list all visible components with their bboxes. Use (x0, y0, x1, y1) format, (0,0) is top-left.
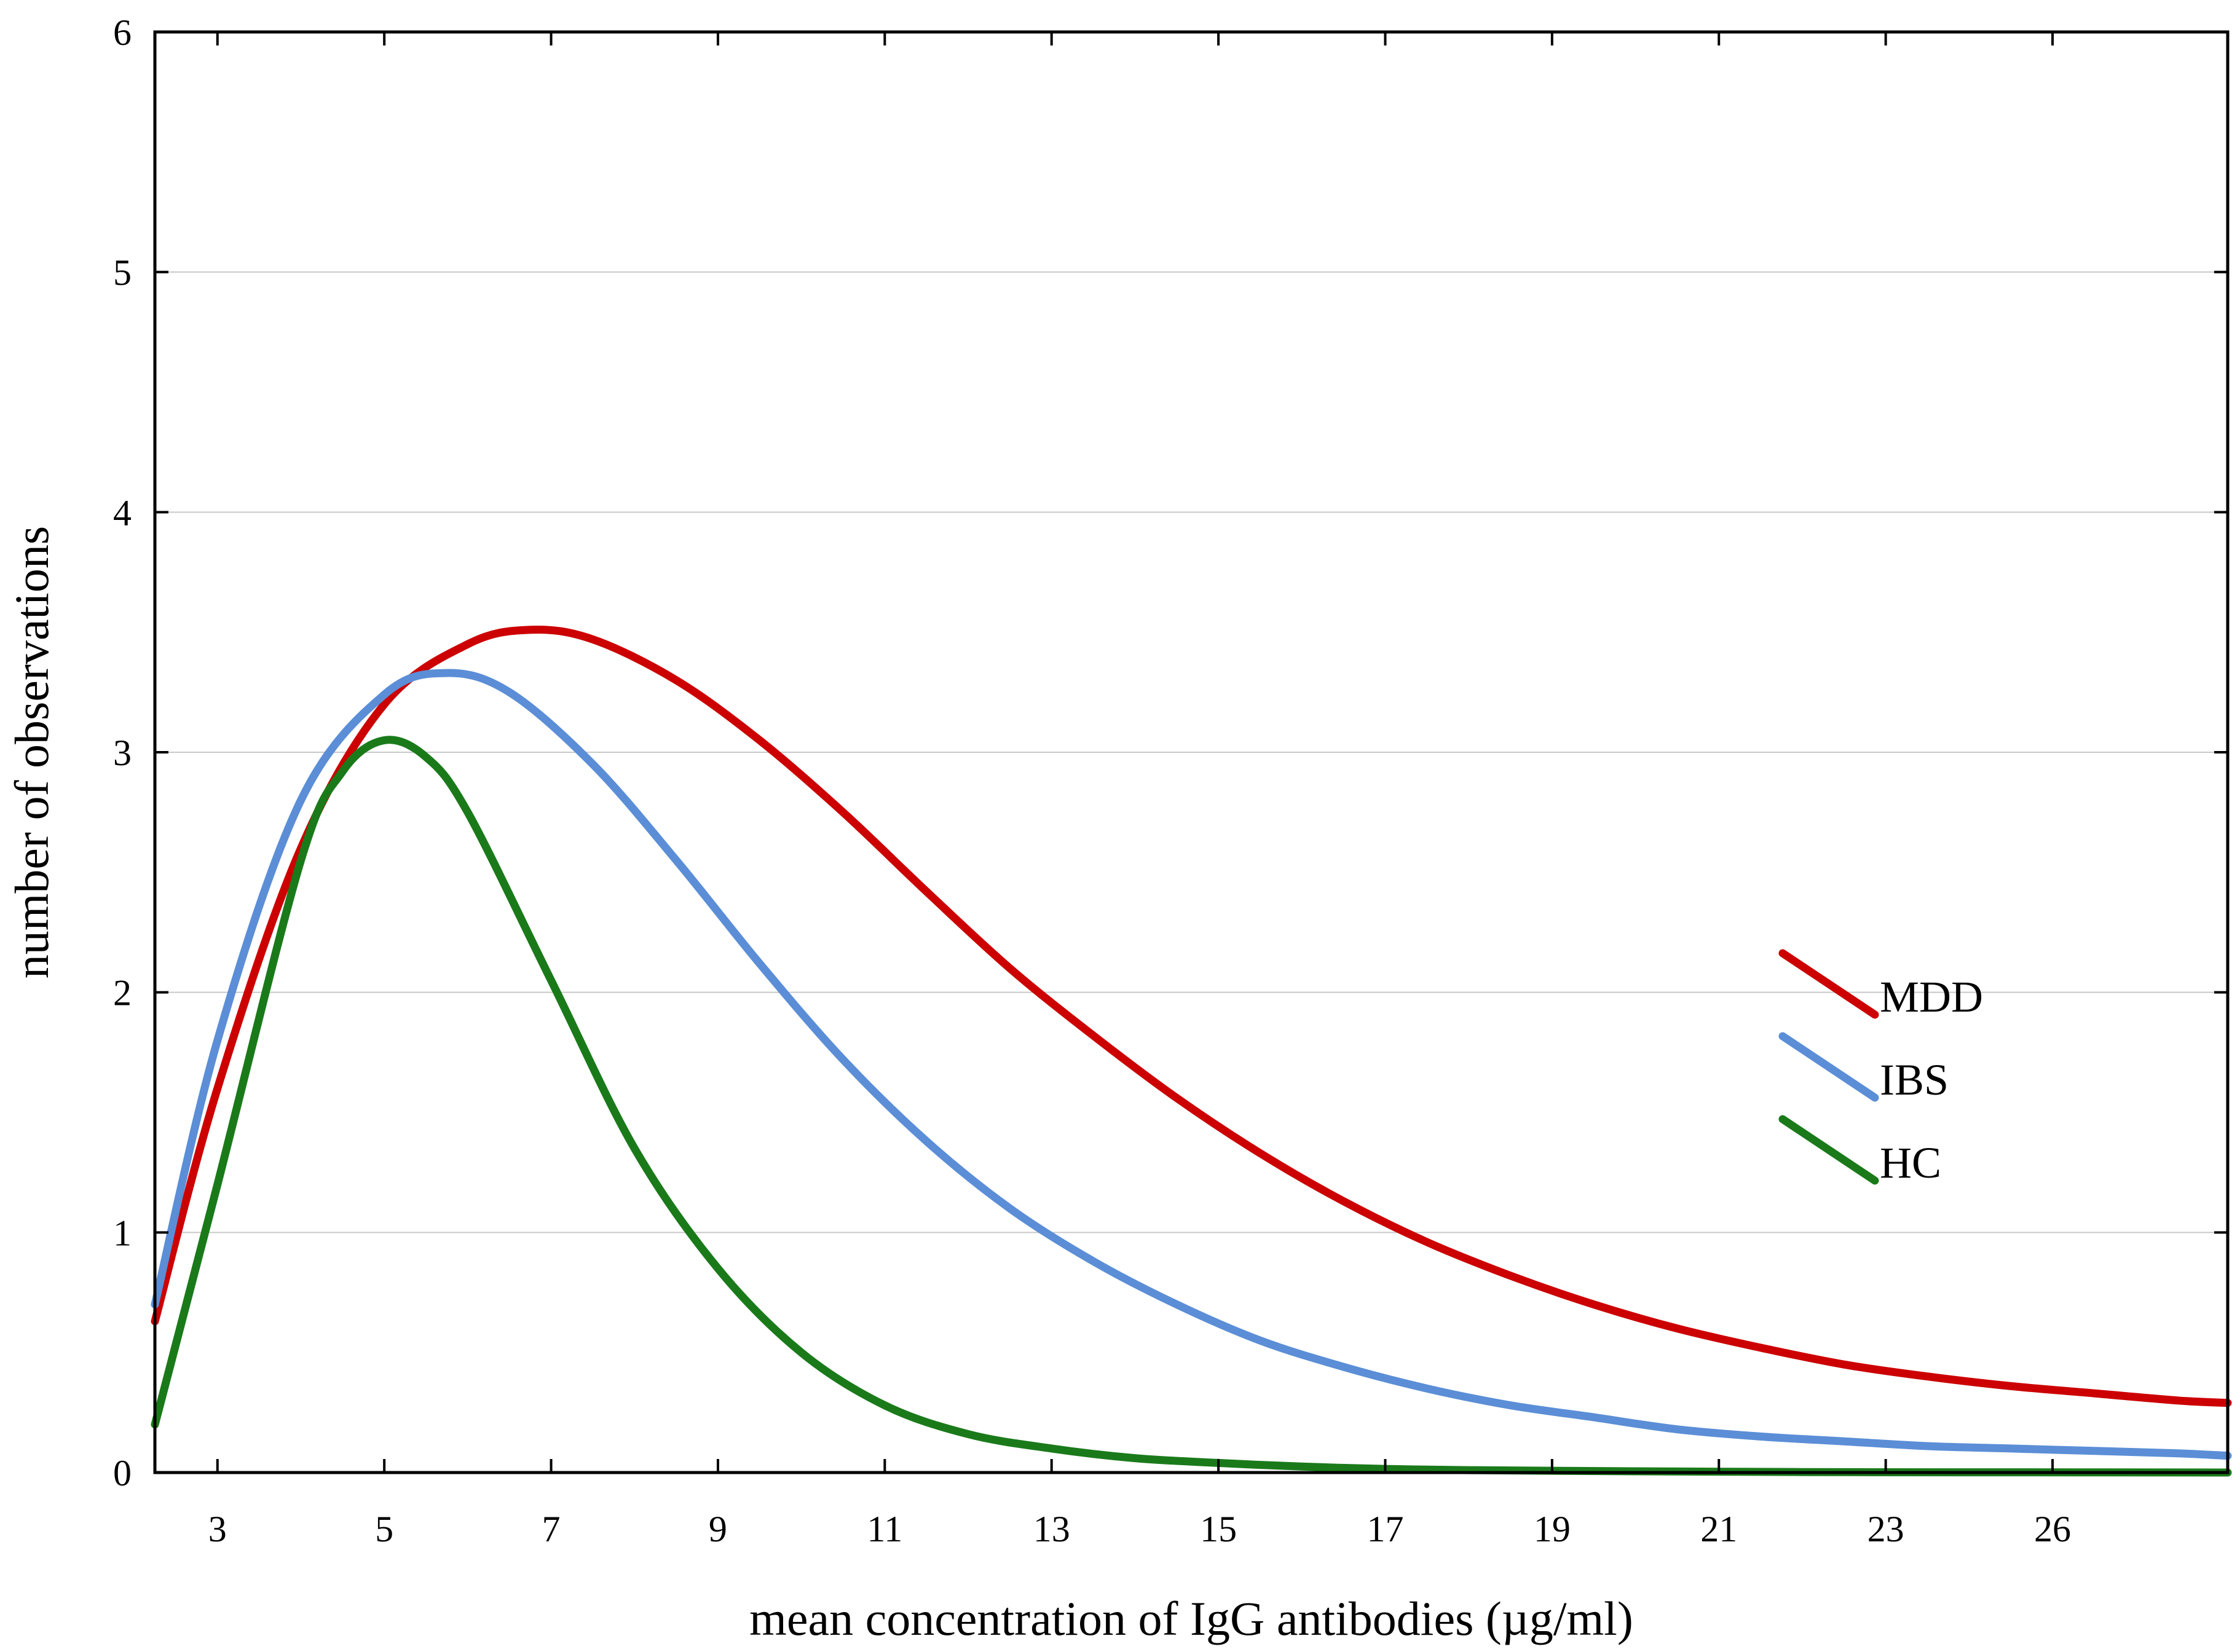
legend-swatch-mdd (1778, 949, 1879, 1019)
y-tick-label: 1 (113, 1213, 132, 1253)
y-tick-label: 6 (113, 12, 132, 53)
x-tick-label: 9 (709, 1509, 727, 1549)
x-axis-title: mean concentration of IgG antibodies (µg… (749, 1592, 1633, 1645)
x-tick-label: 26 (2034, 1509, 2071, 1549)
x-tick-label: 11 (867, 1509, 902, 1549)
series-line-mdd (151, 626, 2232, 1407)
y-tick-label: 0 (113, 1453, 132, 1493)
x-tick-label: 17 (1366, 1509, 1403, 1549)
x-tick-label: 15 (1200, 1509, 1237, 1549)
ticks (155, 31, 2228, 1474)
series-line-ibs (151, 669, 2232, 1460)
x-tick-label: 3 (208, 1509, 227, 1549)
gridlines (155, 271, 2228, 1233)
y-tick-label: 4 (113, 492, 132, 533)
legend: MDD IBS HC (1778, 949, 1983, 1187)
legend-swatch-ibs (1778, 1032, 1879, 1102)
legend-label-ibs: IBS (1880, 1055, 1949, 1104)
x-tick-label: 13 (1033, 1509, 1070, 1549)
legend-swatch-hc (1778, 1115, 1879, 1185)
x-tick-label: 19 (1534, 1509, 1571, 1549)
x-tick-label: 23 (1867, 1509, 1904, 1549)
y-tick-label: 3 (113, 733, 132, 773)
legend-label-mdd: MDD (1880, 972, 1983, 1021)
x-tick-label: 21 (1700, 1509, 1737, 1549)
y-tick-label: 5 (113, 253, 132, 293)
y-tick-label: 2 (113, 973, 132, 1013)
legend-label-hc: HC (1880, 1138, 1941, 1187)
x-tick-label: 5 (375, 1509, 393, 1549)
y-axis-title: number of observations (5, 526, 58, 979)
x-tick-label: 7 (542, 1509, 561, 1549)
